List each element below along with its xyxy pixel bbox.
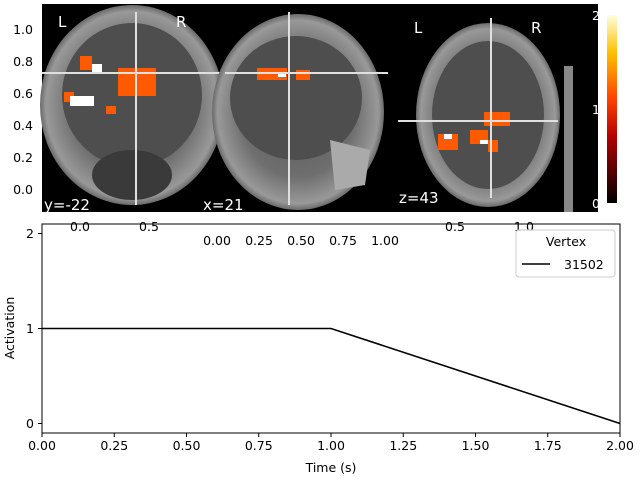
brain-axis-ticks: 1.0 0.8 0.6 0.4 0.2 0.0 0.0 0.5 0.00 0.2… xyxy=(13,22,534,248)
axial-blob xyxy=(484,112,510,126)
legend-title: Vertex xyxy=(546,234,586,249)
x-axis: 0.00 0.25 0.50 0.75 1.00 1.25 1.50 1.75 2.00 xyxy=(28,433,634,453)
axial-blob xyxy=(438,134,458,150)
legend: Vertex 31502 xyxy=(515,229,616,278)
brain-y-tick: 0.6 xyxy=(13,86,33,101)
series-line-31502 xyxy=(42,327,621,425)
x-tick-label: 0.75 xyxy=(245,438,273,453)
brain-x-tick: 0.00 xyxy=(203,233,231,248)
x-tick-label: 1.25 xyxy=(389,438,417,453)
brain-x-tick: 0.25 xyxy=(245,233,273,248)
brain-y-tick: 1.0 xyxy=(13,22,33,37)
sagittal-blob xyxy=(296,70,310,80)
brain-x-tick: 0.75 xyxy=(329,233,357,248)
time-series-chart: 0.00 0.25 0.50 0.75 1.00 1.25 1.50 1.75 2.00 0 1 2… xyxy=(2,223,634,475)
brain-x-tick: 0.5 xyxy=(139,219,159,234)
x-tick-label: 1.50 xyxy=(462,438,490,453)
x-tick-label: 1.75 xyxy=(534,438,562,453)
coronal-mask xyxy=(92,64,102,72)
sagittal-mask xyxy=(278,72,286,77)
sagittal-view: x=21 xyxy=(203,12,388,214)
x-tick-label: 2.00 xyxy=(606,438,634,453)
coronal-mask xyxy=(70,96,94,106)
threshold-bar xyxy=(564,66,573,212)
legend-entry: 31502 xyxy=(564,257,604,272)
y-tick-label: 2 xyxy=(26,226,34,241)
colorbar-tick: 1 xyxy=(592,102,600,117)
series-lines xyxy=(42,327,621,425)
sagittal-coord-label: x=21 xyxy=(203,196,244,214)
coronal-blob xyxy=(106,106,116,114)
brain-viewer: L R y=-22 x=21 L xyxy=(40,4,617,214)
colorbar xyxy=(607,15,617,203)
brain-y-tick: 0.0 xyxy=(13,182,33,197)
axial-mask xyxy=(444,134,452,139)
coronal-blob xyxy=(80,56,92,70)
x-tick-label: 1.00 xyxy=(317,438,345,453)
brain-y-tick: 0.8 xyxy=(13,54,33,69)
brain-x-tick: 0.0 xyxy=(70,219,90,234)
coronal-coord-label: y=-22 xyxy=(44,196,90,214)
coronal-cerebellum xyxy=(92,150,172,200)
axial-right-label: R xyxy=(531,19,541,37)
coronal-left-label: L xyxy=(58,13,67,31)
colorbar-tick: 2 xyxy=(592,8,600,23)
brain-x-tick: 0.5 xyxy=(445,219,465,234)
y-axis: 0 1 2 xyxy=(26,226,42,431)
axial-blob xyxy=(488,140,498,152)
axial-coord-label: z=43 xyxy=(399,189,439,207)
x-axis-label: Time (s) xyxy=(305,460,357,475)
x-tick-label: 0.50 xyxy=(173,438,201,453)
colorbar-tick: 0 xyxy=(592,196,600,211)
x-tick-label: 0.00 xyxy=(28,438,56,453)
coronal-blob xyxy=(64,92,74,102)
coronal-right-label: R xyxy=(176,13,186,31)
sagittal-brain xyxy=(230,36,362,160)
brain-y-tick: 0.2 xyxy=(13,150,33,165)
coronal-view: L R y=-22 xyxy=(40,5,225,214)
y-tick-label: 0 xyxy=(26,416,34,431)
axial-mask xyxy=(480,140,488,144)
brain-x-tick: 1.00 xyxy=(371,233,399,248)
y-axis-label: Activation xyxy=(2,297,17,360)
brain-x-tick: 0.50 xyxy=(287,233,315,248)
axial-left-label: L xyxy=(414,19,423,37)
x-tick-label: 0.25 xyxy=(100,438,128,453)
brain-y-tick: 0.4 xyxy=(13,118,33,133)
y-tick-label: 1 xyxy=(26,321,34,336)
sagittal-face xyxy=(330,140,370,190)
axial-view: L R z=43 xyxy=(398,18,560,207)
legend-box xyxy=(515,229,616,278)
